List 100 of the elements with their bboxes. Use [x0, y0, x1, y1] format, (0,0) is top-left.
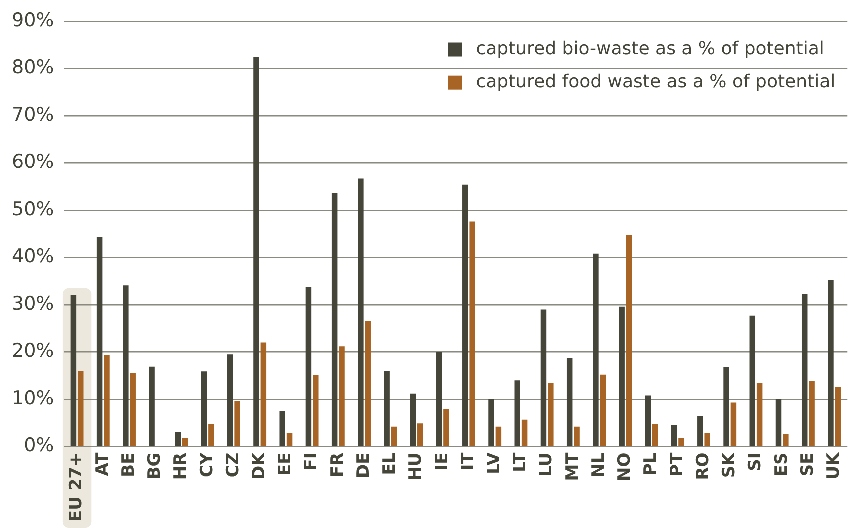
bar — [123, 286, 129, 446]
bar — [313, 375, 319, 446]
legend-label: captured bio-waste as a % of potential — [476, 38, 824, 60]
bar — [444, 409, 450, 446]
bar — [652, 424, 658, 446]
bar — [783, 434, 789, 446]
bar — [835, 387, 842, 446]
x-tick-label: FR — [328, 452, 348, 478]
x-tick-label: UK — [824, 452, 844, 480]
x-tick-label: BE — [118, 452, 139, 478]
bar — [462, 184, 468, 446]
bar — [776, 400, 782, 446]
bar — [698, 416, 704, 446]
x-tick-label: CY — [197, 452, 218, 478]
x-tick-label: HU — [406, 452, 426, 481]
x-tick-label: MT — [562, 452, 583, 482]
x-tick-label: NL — [588, 452, 609, 478]
bar — [514, 380, 520, 446]
bar — [600, 374, 606, 446]
y-tick-label: 40% — [12, 246, 54, 268]
bar — [619, 306, 625, 446]
bar — [540, 310, 547, 446]
x-tick-label: PT — [667, 452, 688, 477]
y-tick-label: 20% — [12, 340, 54, 362]
y-tick-label: 70% — [12, 104, 54, 126]
bar — [802, 294, 808, 446]
y-tick-label: 80% — [12, 56, 54, 79]
bar — [496, 426, 502, 446]
bar — [280, 411, 286, 446]
bar — [104, 356, 110, 446]
y-tick-label: 0% — [24, 434, 54, 457]
bar — [436, 352, 442, 446]
y-tick-label: 60% — [12, 151, 54, 174]
y-tick-label: 90% — [12, 9, 54, 32]
x-tick-label: CZ — [223, 452, 244, 478]
bar — [756, 382, 763, 446]
bar — [175, 432, 182, 446]
x-tick-label: LT — [510, 452, 531, 472]
x-tick-label: LV — [484, 452, 505, 474]
x-tick-label: HR — [171, 452, 192, 480]
x-tick-label: EU 27+ — [66, 452, 87, 522]
bar — [645, 396, 652, 446]
x-tick-label: EL — [380, 452, 400, 476]
x-tick-label: SK — [720, 452, 740, 478]
bar — [548, 382, 554, 446]
bar — [339, 346, 345, 446]
bar — [566, 358, 573, 446]
bar — [417, 424, 424, 446]
x-tick-label: SI — [746, 452, 766, 472]
x-tick-label: AT — [92, 452, 113, 476]
bar — [234, 401, 240, 446]
x-tick-label: NO — [615, 452, 636, 482]
bar — [78, 371, 84, 446]
bar — [522, 420, 528, 446]
legend-label: captured food waste as a % of potential — [476, 72, 836, 93]
bar — [410, 394, 416, 446]
x-tick-label: PL — [641, 452, 662, 476]
x-tick-label: FI — [302, 452, 322, 471]
bar — [671, 425, 678, 446]
x-tick-label: DE — [354, 452, 374, 478]
bar — [809, 382, 815, 446]
bar — [828, 280, 834, 446]
bar — [70, 296, 77, 446]
x-tick-label: ES — [772, 452, 792, 477]
bar — [730, 402, 737, 446]
x-tick-label: LU — [536, 452, 557, 477]
bar — [201, 372, 208, 446]
x-tick-label: EE — [276, 452, 296, 476]
bar — [488, 400, 494, 446]
bar — [678, 438, 684, 446]
x-tick-label: RO — [693, 452, 714, 480]
y-tick-label: 10% — [12, 387, 54, 410]
bar — [208, 424, 214, 446]
bar — [724, 367, 730, 446]
bar — [254, 57, 260, 446]
bar — [96, 237, 103, 446]
bar — [384, 371, 390, 446]
bar — [182, 438, 188, 446]
bar — [593, 254, 599, 446]
x-tick-label: DK — [250, 452, 270, 480]
bar — [704, 434, 710, 446]
bar — [332, 193, 338, 446]
y-tick-label: 50% — [12, 198, 54, 220]
bar — [574, 426, 580, 446]
bar — [391, 426, 398, 446]
x-tick-label: BG — [145, 452, 166, 480]
x-tick-label: IE — [432, 452, 452, 471]
bar — [260, 342, 267, 446]
bar — [470, 222, 476, 446]
bar — [286, 433, 293, 446]
bar — [750, 316, 756, 446]
bar — [306, 287, 312, 446]
bar — [228, 354, 234, 446]
x-tick-label: SE — [798, 452, 818, 477]
bar — [365, 322, 371, 446]
bar — [149, 366, 155, 446]
bar — [130, 374, 136, 446]
bar — [358, 178, 364, 446]
y-tick-label: 30% — [12, 292, 54, 315]
x-tick-label: IT — [458, 452, 478, 471]
